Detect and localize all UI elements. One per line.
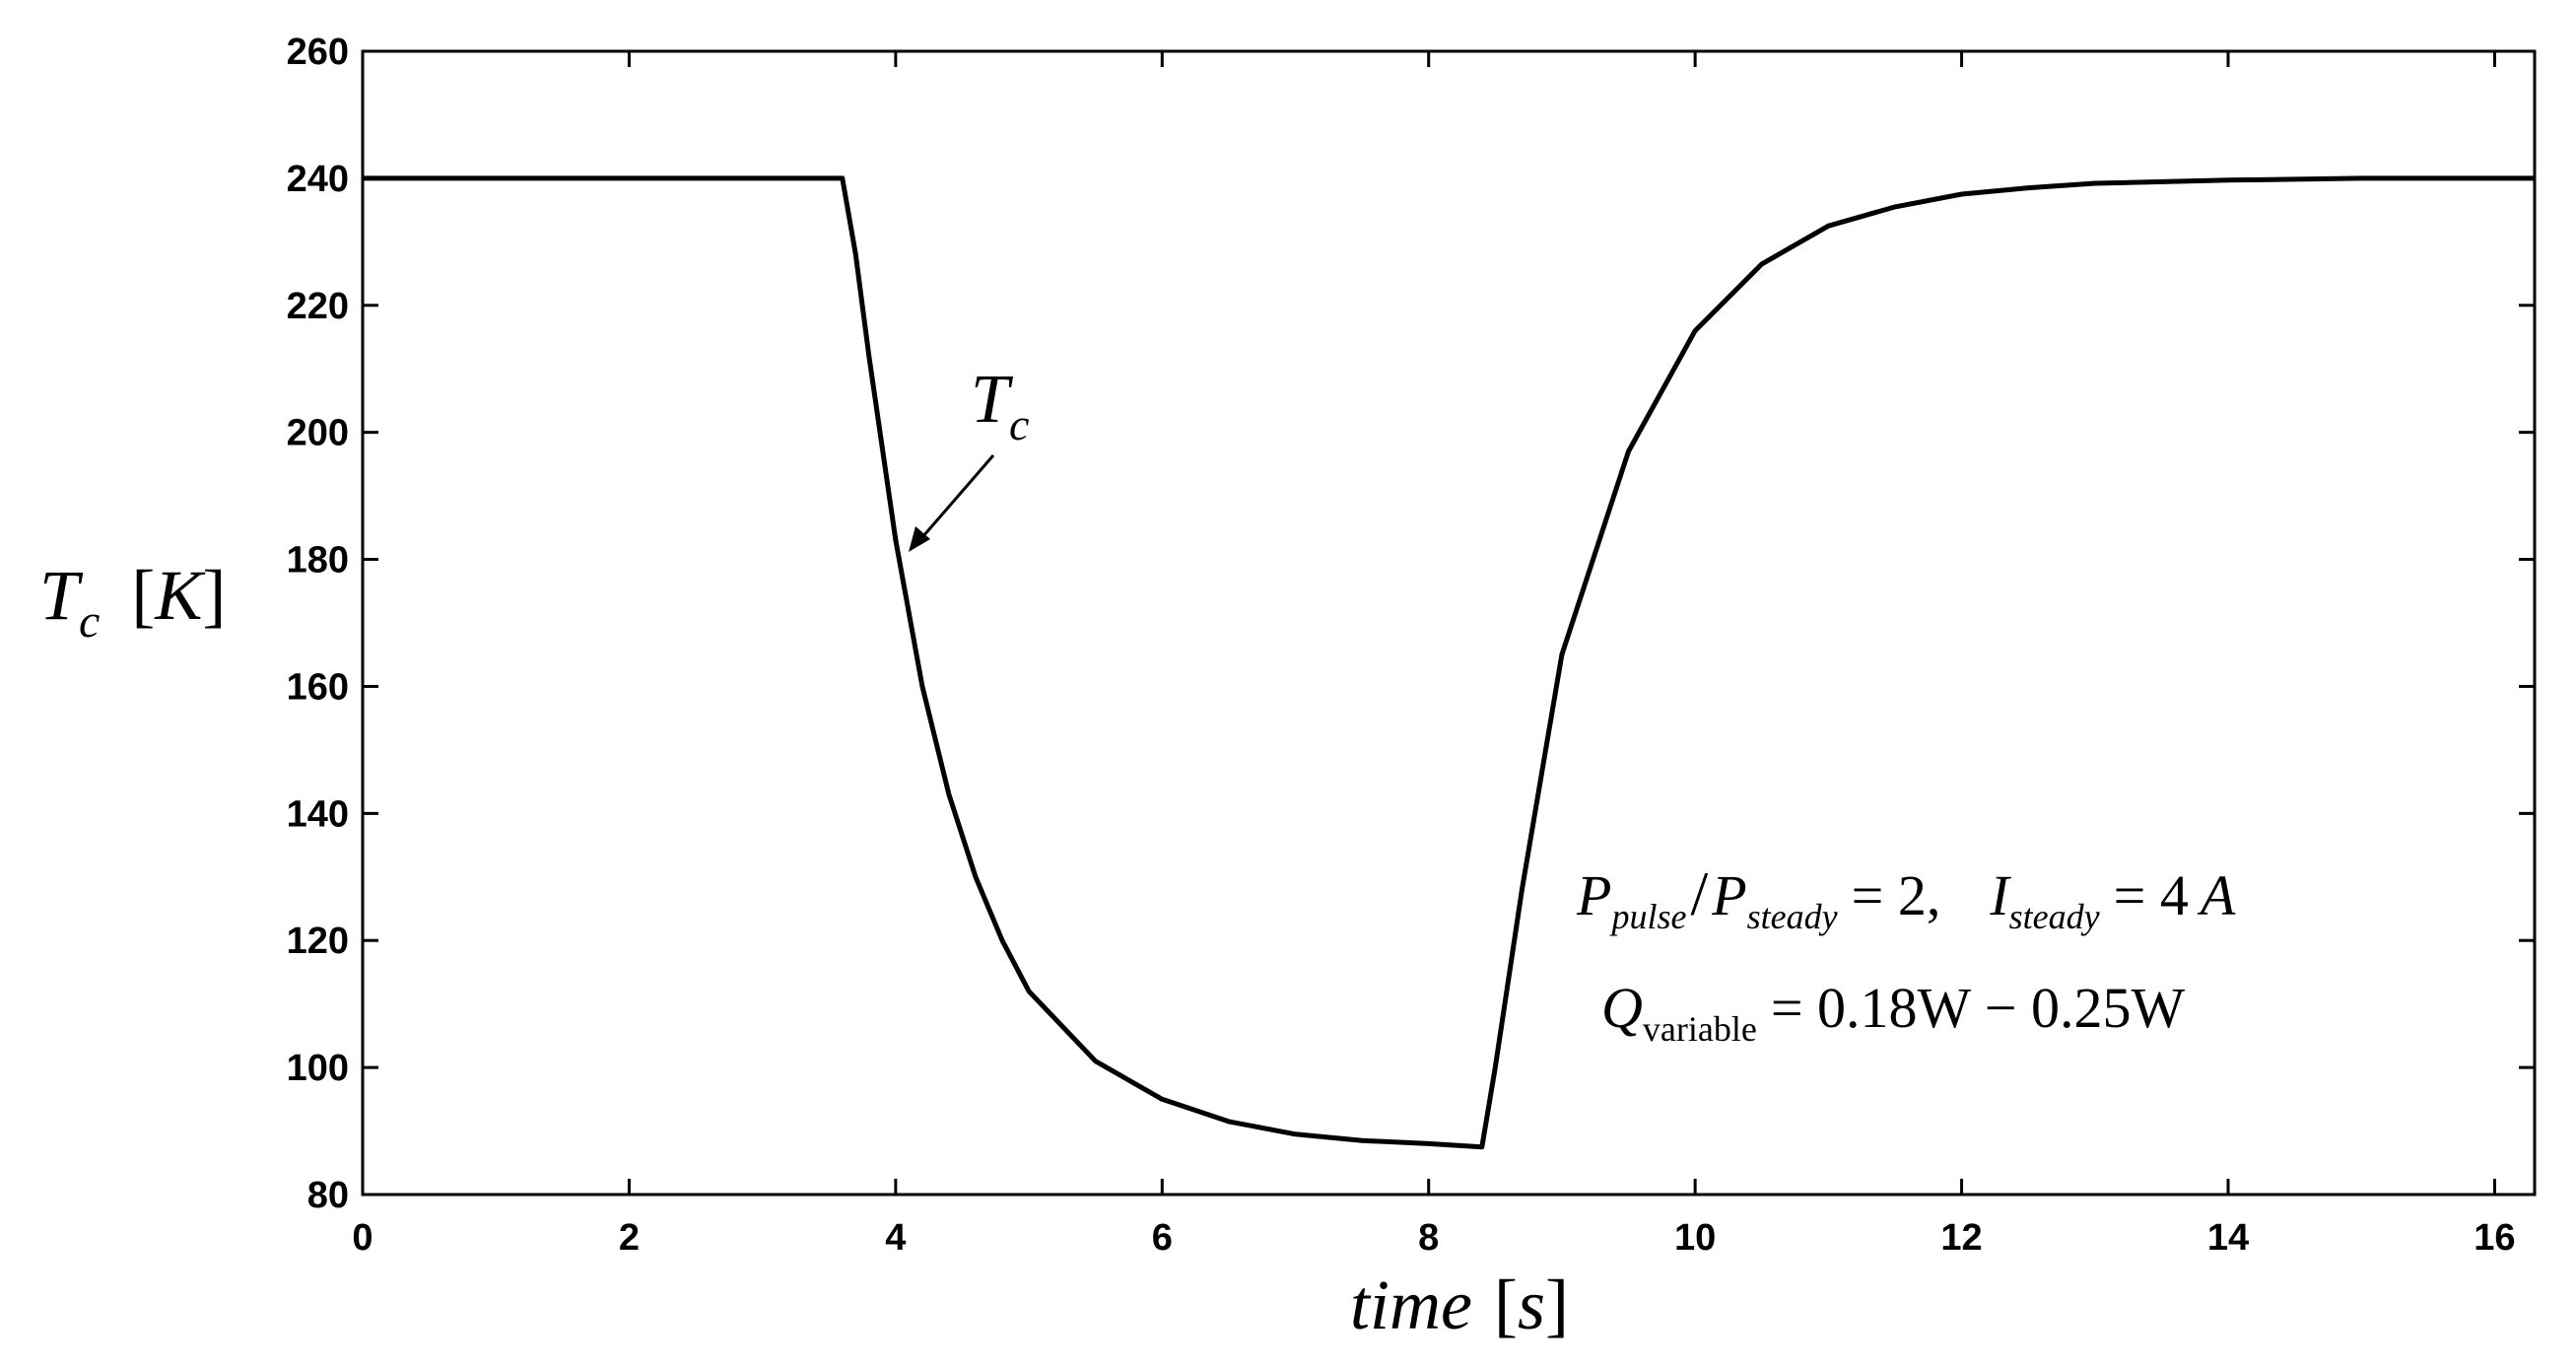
x-axis-label-unit: s (1518, 1265, 1545, 1344)
y-tick-label: 200 (287, 413, 349, 454)
x-axis-label-main: time (1350, 1265, 1472, 1344)
curve-label-arrow (915, 454, 995, 545)
x-tick-label: 4 (885, 1217, 906, 1259)
x-tick-label: 0 (352, 1217, 373, 1259)
curve-label-symbol: T (971, 362, 1014, 438)
annotation-heat-load: Qvariable = 0.18W − 0.25W (1601, 976, 2185, 1049)
y-axis-label-subscript: c (79, 595, 100, 648)
x-tick-label: 10 (1674, 1217, 1716, 1259)
axis-ticks (361, 49, 2535, 1197)
y-tick-label: 260 (287, 32, 349, 73)
y-axis-label: Tc [K] (39, 556, 226, 648)
curve-label: Tc (971, 362, 1029, 449)
x-tick-labels: 0 2 4 6 8 10 12 14 16 (352, 1217, 2515, 1259)
y-tick-label: 80 (307, 1175, 349, 1216)
y-tick-labels: 80 100 120 140 160 180 200 220 240 260 (287, 32, 349, 1216)
y-tick-label: 160 (287, 666, 349, 708)
y-tick-label: 220 (287, 286, 349, 327)
plot-frame (361, 49, 2537, 1197)
tc-series-line (363, 175, 2535, 1150)
y-tick-label: 120 (287, 921, 349, 962)
x-tick-label: 12 (1940, 1217, 1982, 1259)
x-tick-label: 8 (1418, 1217, 1439, 1259)
y-tick-label: 240 (287, 159, 349, 200)
x-tick-label: 14 (2207, 1217, 2249, 1259)
x-axis-label: time [s] (1350, 1265, 1569, 1344)
curve-label-arrowhead (909, 526, 930, 552)
y-axis-label-unit: K (154, 556, 206, 635)
y-axis-label-symbol: T (39, 556, 84, 635)
y-tick-label: 180 (287, 540, 349, 581)
x-tick-label: 2 (619, 1217, 640, 1259)
x-tick-label: 6 (1152, 1217, 1173, 1259)
y-tick-label: 100 (287, 1048, 349, 1089)
curve-label-subscript: c (1009, 399, 1029, 449)
x-tick-label: 16 (2474, 1217, 2515, 1259)
y-tick-label: 140 (287, 793, 349, 835)
